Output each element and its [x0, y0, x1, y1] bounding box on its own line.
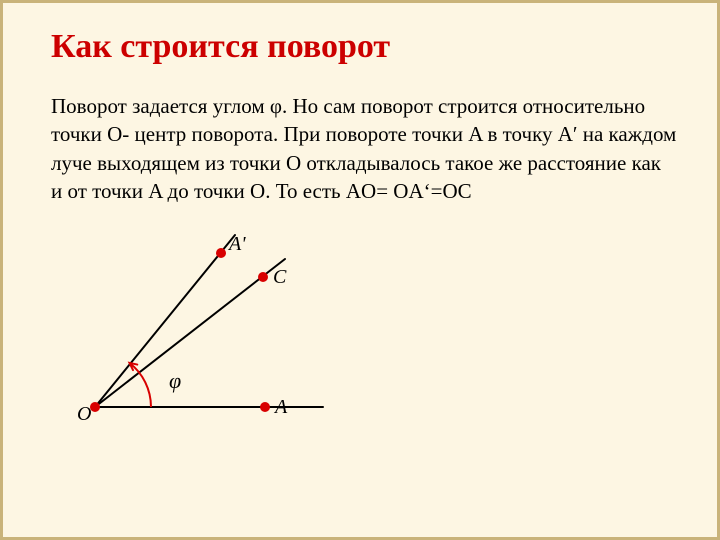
svg-text:A: A [273, 396, 288, 418]
svg-text:O: O [77, 403, 91, 425]
body-text: Поворот задается углом φ. Но сам поворот… [51, 92, 677, 205]
slide-title: Как строится поворот [51, 27, 677, 66]
svg-text:φ: φ [169, 368, 181, 393]
slide-container: Как строится поворот Поворот задается уг… [0, 0, 720, 540]
rotation-diagram: O A C A' φ [51, 223, 351, 443]
svg-text:C: C [273, 266, 287, 288]
svg-text:A': A' [227, 233, 246, 255]
